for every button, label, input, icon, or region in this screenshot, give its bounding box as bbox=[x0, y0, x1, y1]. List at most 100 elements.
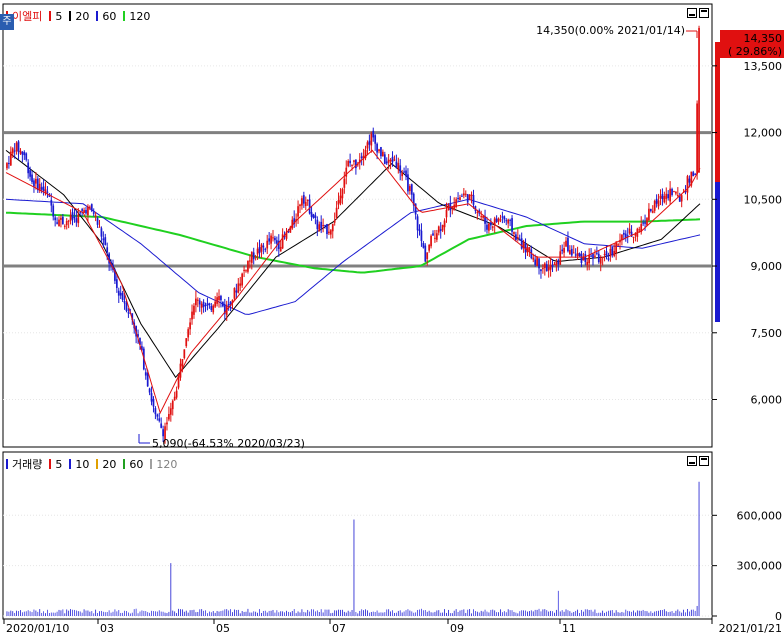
candle-body bbox=[416, 216, 419, 231]
candle-body bbox=[669, 188, 671, 202]
candle-body bbox=[262, 245, 265, 248]
candle-body bbox=[686, 176, 689, 193]
candle-body bbox=[580, 253, 583, 263]
candle-body bbox=[601, 256, 604, 259]
candle-body bbox=[156, 414, 159, 417]
candle-body bbox=[509, 219, 511, 221]
candle-body bbox=[628, 228, 631, 234]
volume-bar bbox=[635, 612, 636, 616]
current-price-bar-up bbox=[715, 42, 720, 182]
candle-body bbox=[434, 237, 436, 239]
candle-body bbox=[355, 159, 357, 169]
candle-body bbox=[33, 180, 35, 187]
candle-body bbox=[162, 429, 164, 437]
volume-bar bbox=[133, 609, 135, 616]
candle-body bbox=[71, 212, 74, 220]
candle-body bbox=[179, 363, 182, 378]
volume-ytick-label-2: 600,000 bbox=[737, 509, 783, 522]
price-y-axis: 6,000 7,500 9,000 10,500 12,000 13,500 bbox=[712, 60, 782, 407]
volume-bar bbox=[467, 609, 469, 616]
volume-bar bbox=[550, 610, 551, 616]
candle-body bbox=[349, 160, 351, 164]
period-badge[interactable]: 주 bbox=[0, 14, 14, 30]
volume-bar bbox=[359, 610, 361, 616]
price-panel-frame bbox=[2, 3, 713, 448]
candle-body bbox=[443, 220, 446, 228]
volume-bar bbox=[147, 612, 149, 616]
volume-ytick-label-0: 0 bbox=[775, 610, 782, 623]
volume-bars bbox=[6, 481, 700, 616]
volume-bar bbox=[95, 609, 97, 616]
candle-body bbox=[337, 200, 340, 205]
candle-body bbox=[692, 172, 695, 177]
volume-bar bbox=[544, 609, 546, 616]
candle-body bbox=[387, 159, 390, 163]
volume-bar bbox=[384, 612, 386, 616]
volume-bar bbox=[484, 609, 486, 616]
volume-bar bbox=[374, 612, 376, 616]
x-label-5: 11 bbox=[562, 622, 576, 634]
volume-bar bbox=[584, 609, 586, 616]
candle-body bbox=[208, 303, 211, 306]
candle-body bbox=[166, 422, 168, 425]
candle-body bbox=[615, 242, 618, 253]
candle-body bbox=[81, 209, 84, 211]
candle-body bbox=[632, 236, 635, 238]
volume-bar bbox=[295, 613, 297, 616]
candle-body bbox=[536, 256, 538, 266]
volume-bar bbox=[216, 610, 218, 616]
volume-bar bbox=[97, 612, 98, 616]
volume-bar bbox=[690, 609, 692, 616]
volume-bar bbox=[124, 610, 125, 616]
candle-body bbox=[36, 178, 39, 191]
candle-body bbox=[125, 303, 128, 312]
candle-body bbox=[119, 292, 122, 296]
candle-body bbox=[73, 216, 76, 218]
x-label-4: 09 bbox=[450, 622, 464, 634]
volume-panel-maximize-button[interactable] bbox=[699, 456, 709, 466]
candle-body bbox=[393, 159, 396, 161]
volume-bar bbox=[251, 612, 253, 616]
candle-body bbox=[98, 226, 101, 228]
candle-body bbox=[285, 231, 288, 239]
volume-bar bbox=[23, 611, 25, 616]
volume-panel-minimize-button[interactable] bbox=[687, 456, 697, 466]
candle-body bbox=[648, 208, 650, 221]
volume-bar bbox=[126, 611, 127, 616]
candle-body bbox=[115, 279, 118, 288]
candle-body bbox=[339, 195, 342, 204]
volume-bar bbox=[370, 611, 372, 616]
candle-body bbox=[611, 246, 614, 256]
volume-bar bbox=[224, 609, 226, 616]
candle-body bbox=[671, 188, 673, 195]
candle-body bbox=[412, 193, 415, 206]
volume-bar bbox=[257, 612, 258, 616]
volume-bar bbox=[64, 613, 66, 616]
volume-legend-marker bbox=[6, 459, 8, 469]
volume-bar bbox=[665, 611, 667, 616]
candle-body bbox=[437, 226, 440, 233]
volume-bar bbox=[284, 612, 285, 616]
volume-bar bbox=[122, 612, 124, 616]
volume-bar bbox=[74, 609, 75, 616]
candle-body bbox=[329, 230, 332, 235]
candle-body bbox=[462, 193, 465, 196]
volume-bar bbox=[567, 610, 569, 616]
candle-body bbox=[453, 204, 456, 211]
price-panel-minimize-button[interactable] bbox=[687, 8, 697, 18]
volume-bar bbox=[478, 612, 480, 616]
candle-body bbox=[613, 250, 616, 256]
candle-body bbox=[428, 244, 431, 251]
volume-bar bbox=[282, 611, 284, 616]
volume-bar bbox=[652, 612, 654, 616]
ma20-legend: 20 bbox=[75, 9, 90, 23]
price-panel-maximize-button[interactable] bbox=[699, 8, 709, 18]
volume-bar bbox=[631, 611, 632, 616]
volume-bar bbox=[291, 610, 293, 616]
candle-body bbox=[177, 375, 180, 388]
candle-body bbox=[272, 237, 274, 239]
candle-body bbox=[235, 290, 238, 293]
volume-legend-name: 거래량 bbox=[12, 458, 43, 471]
volume-bar bbox=[166, 613, 168, 616]
price-legend-name: 이엘피 bbox=[12, 10, 43, 23]
